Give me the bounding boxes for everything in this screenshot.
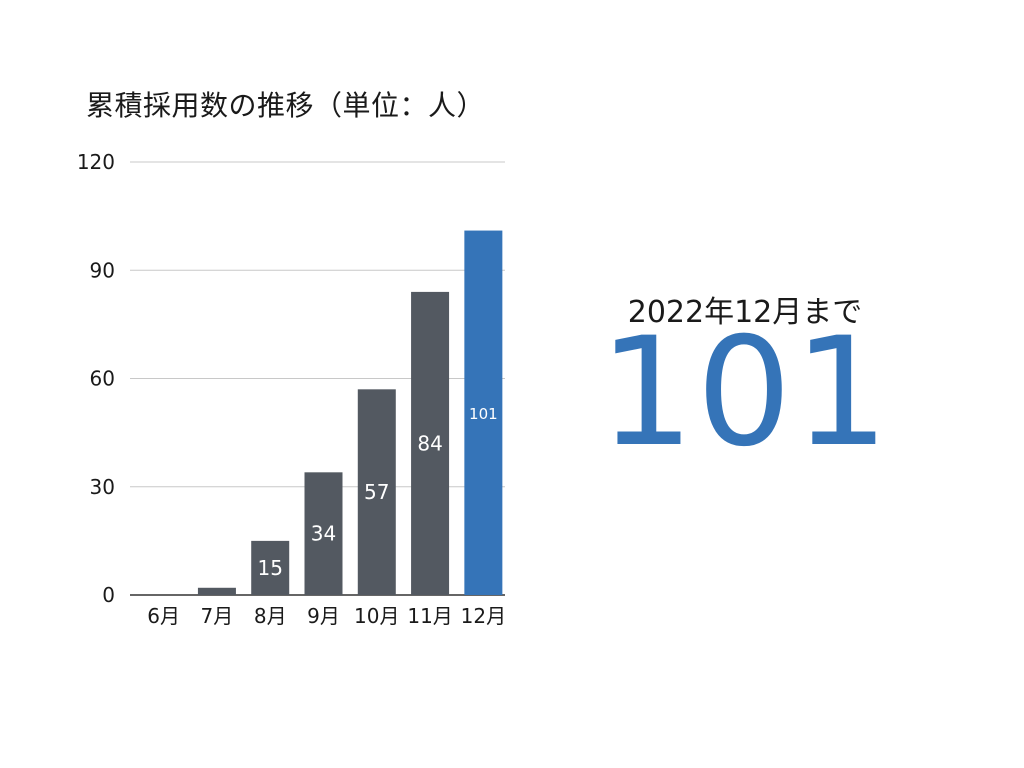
summary-value: 101 bbox=[598, 306, 892, 480]
bar-data-label: 34 bbox=[311, 522, 336, 546]
data-labels: 15 34 57 84 101 bbox=[257, 405, 497, 580]
y-tick-label: 0 bbox=[102, 583, 115, 607]
y-tick-label: 120 bbox=[77, 150, 115, 174]
bar bbox=[304, 472, 343, 595]
x-tick-label: 6月 bbox=[147, 604, 180, 628]
x-tick-label: 10月 bbox=[354, 604, 399, 628]
y-tick-label: 90 bbox=[90, 258, 115, 282]
bar-data-label: 57 bbox=[364, 480, 389, 504]
chart-title: 累積採用数の推移（単位：人） bbox=[86, 89, 486, 122]
y-tick-label: 30 bbox=[90, 475, 115, 499]
y-axis-ticks: 0 30 60 90 120 bbox=[77, 150, 115, 607]
bar bbox=[357, 389, 396, 595]
bar bbox=[411, 291, 450, 595]
x-tick-label: 11月 bbox=[407, 604, 452, 628]
x-axis-ticks: 6月 7月 8月 9月 10月 11月 12月 bbox=[147, 604, 506, 628]
bar bbox=[251, 540, 290, 595]
bar-data-label: 101 bbox=[469, 405, 498, 423]
bar-data-label: 15 bbox=[257, 556, 282, 580]
bars bbox=[197, 230, 503, 595]
summary-caption: 2022年12月まで bbox=[627, 295, 863, 330]
x-tick-label: 8月 bbox=[254, 604, 287, 628]
bar bbox=[464, 230, 503, 595]
bar bbox=[197, 587, 236, 595]
x-tick-label: 7月 bbox=[201, 604, 234, 628]
bar-data-label: 84 bbox=[417, 431, 442, 455]
x-tick-label: 9月 bbox=[307, 604, 340, 628]
x-tick-label: 12月 bbox=[461, 604, 506, 628]
y-tick-label: 60 bbox=[90, 367, 115, 391]
